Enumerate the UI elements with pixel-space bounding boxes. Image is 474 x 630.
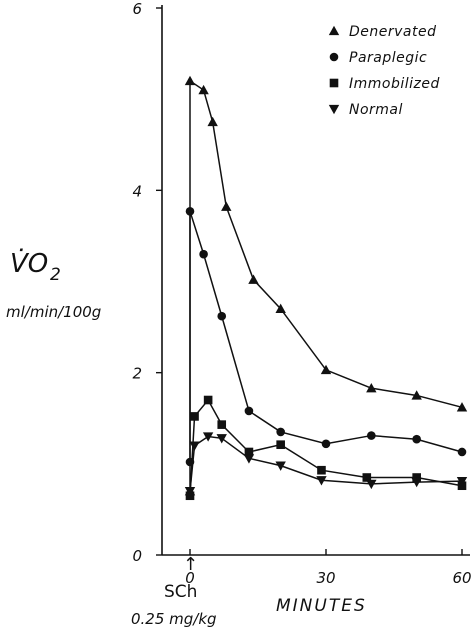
denervated-legend-marker [328,25,340,36]
legend-label: Paraplegic [349,50,427,66]
immobilized-data-point [190,412,199,421]
x-tick-label: 0 [185,569,195,587]
y-tick-label: 0 [132,547,142,565]
denervated-data-point [207,116,218,127]
normal-data-point [243,454,255,464]
normal-data-point [316,476,327,486]
denervated-data-point [366,382,377,393]
dose-label: 0.25 mg/kg [131,610,217,628]
immobilized-data-point [276,440,285,449]
paraplegic-data-point [244,406,254,416]
immobilized-data-point [217,420,227,429]
normal-data-point [189,441,200,451]
normal-data-point [456,476,468,487]
normal-data-point [275,461,286,471]
paraplegic-series-line [189,211,463,463]
y-tick-label: 2 [132,365,142,383]
sch-arrow-icon: ↑ [183,554,198,575]
x-tick-label: 60 [452,569,471,587]
denervated-data-point [184,75,196,86]
y-axis-symbol: V̇O [10,247,48,279]
normal-series-line [189,435,463,492]
paraplegic-data-point [199,249,208,259]
normal-data-point [216,434,227,444]
y-tick-label: 4 [132,182,142,200]
immobilized-data-point [412,473,421,482]
legend-label: Normal [349,102,403,118]
immobilized-data-point [317,465,326,475]
paraplegic-data-point [185,207,195,216]
sch-label: SCh [164,582,197,602]
legend: Denervated Paraplegic Immobilized Normal [328,24,440,118]
denervated-data-point [198,84,209,95]
normal-data-point [366,479,377,490]
paraplegic-legend-marker [329,52,339,62]
normal-data-point [411,477,422,488]
y-axis-units: ml/min/100g [6,303,101,321]
paraplegic-data-point [412,434,421,444]
paraplegic-data-point [217,311,227,321]
normal-data-point [184,487,196,497]
denervated-data-point [320,364,332,375]
immobilized-data-point [244,447,254,457]
denervated-data-point [456,402,468,412]
paraplegic-data-point [185,457,195,467]
immobilized-series-line [189,398,463,496]
x-axis-label: MINUTES [276,596,367,616]
denervated-data-point [411,390,422,400]
paraplegic-data-point [321,439,331,449]
paraplegic-data-point [457,447,467,457]
paraplegic-data-point [276,427,285,437]
series-lines [189,79,463,496]
normal-legend-marker [328,104,340,115]
legend-label: Immobilized [349,76,440,92]
paraplegic-data-point [367,431,376,440]
denervated-data-point [275,303,286,314]
immobilized-data-point [362,473,372,482]
denervated-data-point [248,274,259,284]
immobilized-legend-marker [329,78,339,88]
x-tick-label: 30 [316,569,335,587]
y-tick-label: 6 [132,0,142,18]
normal-data-point [202,432,214,442]
y-axis-subscript: 2 [50,265,61,285]
series-markers [184,75,468,501]
denervated-series-line [189,79,463,492]
legend-label: Denervated [349,24,437,40]
denervated-data-point [221,201,232,211]
immobilized-data-point [203,395,213,405]
